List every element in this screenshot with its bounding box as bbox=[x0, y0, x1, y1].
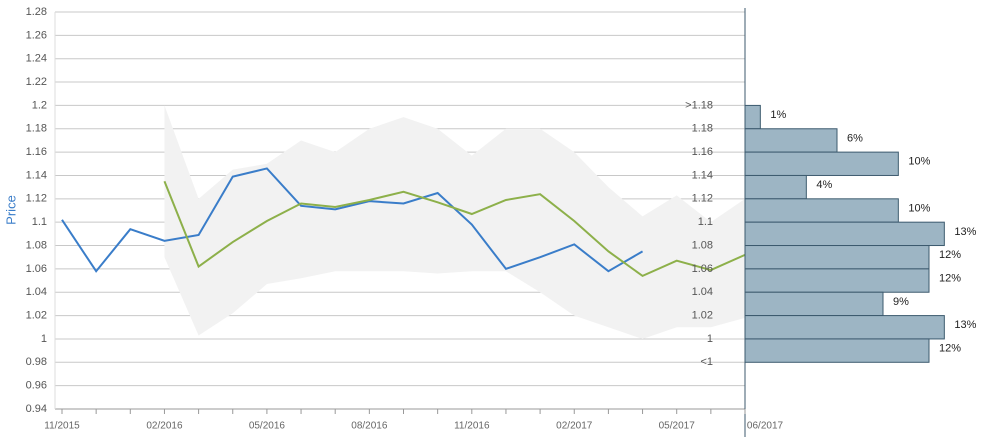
bin-label: 1.1 bbox=[698, 216, 713, 228]
bar-value-label: 4% bbox=[816, 179, 832, 191]
y-tick-label: 1.22 bbox=[26, 76, 47, 88]
y-tick-label: 1.12 bbox=[26, 193, 47, 205]
bin-label: 1.18 bbox=[692, 123, 713, 135]
y-tick-label: 1.2 bbox=[32, 99, 47, 111]
bin-label: 1.08 bbox=[692, 239, 713, 251]
histogram-bar bbox=[744, 315, 945, 340]
histogram-bar bbox=[744, 245, 930, 270]
x-tick-label: 02/2016 bbox=[146, 421, 183, 432]
y-tick-label: 1.02 bbox=[26, 309, 47, 321]
histogram-bar bbox=[744, 174, 807, 200]
y-tick-label: 1.14 bbox=[26, 169, 47, 181]
bar-value-label: 12% bbox=[939, 272, 961, 284]
y-tick-label: 1.1 bbox=[32, 216, 47, 228]
bar-value-label: 6% bbox=[847, 132, 863, 144]
line-series bbox=[61, 167, 644, 273]
bin-label: <1 bbox=[700, 356, 713, 368]
bar-value-label: 10% bbox=[908, 156, 930, 168]
histogram-bar bbox=[744, 128, 838, 153]
y-tick-label: 0.94 bbox=[26, 403, 47, 415]
y-tick-label: 0.98 bbox=[26, 356, 47, 368]
histogram-bar bbox=[744, 198, 899, 223]
bin-label: 1 bbox=[707, 333, 713, 345]
histogram-bar bbox=[744, 291, 884, 317]
bar-value-label: 13% bbox=[954, 226, 976, 238]
histogram-bar bbox=[744, 221, 945, 247]
x-tick-label: 11/2016 bbox=[454, 421, 490, 432]
y-tick-label: 1.06 bbox=[26, 263, 47, 275]
x-tick-label: 08/2016 bbox=[351, 421, 388, 432]
bin-label: 1.14 bbox=[692, 169, 713, 181]
y-tick-label: 0.96 bbox=[26, 380, 47, 392]
histogram-bar bbox=[744, 104, 761, 130]
x-tick-label: 05/2017 bbox=[659, 421, 696, 432]
confidence-band bbox=[164, 105, 745, 339]
y-tick-label: 1.04 bbox=[26, 286, 47, 298]
x-tick-label: 11/2015 bbox=[44, 421, 80, 432]
bar-value-label: 12% bbox=[939, 249, 961, 261]
y-tick-label: 1.26 bbox=[26, 29, 47, 41]
bar-value-label: 13% bbox=[954, 319, 976, 331]
bin-label: 1.16 bbox=[692, 146, 713, 158]
line-series bbox=[163, 180, 746, 278]
y-tick-label: 1.16 bbox=[26, 146, 47, 158]
bin-label: 1.12 bbox=[692, 193, 713, 205]
bar-value-label: 10% bbox=[908, 202, 930, 214]
bar-value-label: 1% bbox=[770, 109, 786, 121]
bin-label: >1.18 bbox=[685, 99, 713, 111]
bin-label: 1.06 bbox=[692, 263, 713, 275]
bar-value-label: 12% bbox=[939, 343, 961, 355]
histogram-bar bbox=[744, 338, 930, 363]
y-tick-label: 1.24 bbox=[26, 53, 47, 65]
y-tick-label: 1.18 bbox=[26, 123, 47, 135]
bin-label: 1.02 bbox=[692, 309, 713, 321]
x-tick-label: 02/2017 bbox=[556, 421, 593, 432]
bar-value-label: 9% bbox=[893, 296, 909, 308]
histogram-bar bbox=[744, 268, 930, 293]
y-axis-title: Price bbox=[3, 195, 18, 225]
bin-label: 1.04 bbox=[692, 286, 713, 298]
x-tick-label: 06/2017 bbox=[747, 421, 784, 432]
y-tick-label: 1.28 bbox=[26, 6, 47, 18]
y-tick-label: 1 bbox=[41, 333, 47, 345]
x-tick-label: 05/2016 bbox=[249, 421, 286, 432]
histogram-bar bbox=[744, 151, 899, 176]
y-tick-label: 1.08 bbox=[26, 239, 47, 251]
